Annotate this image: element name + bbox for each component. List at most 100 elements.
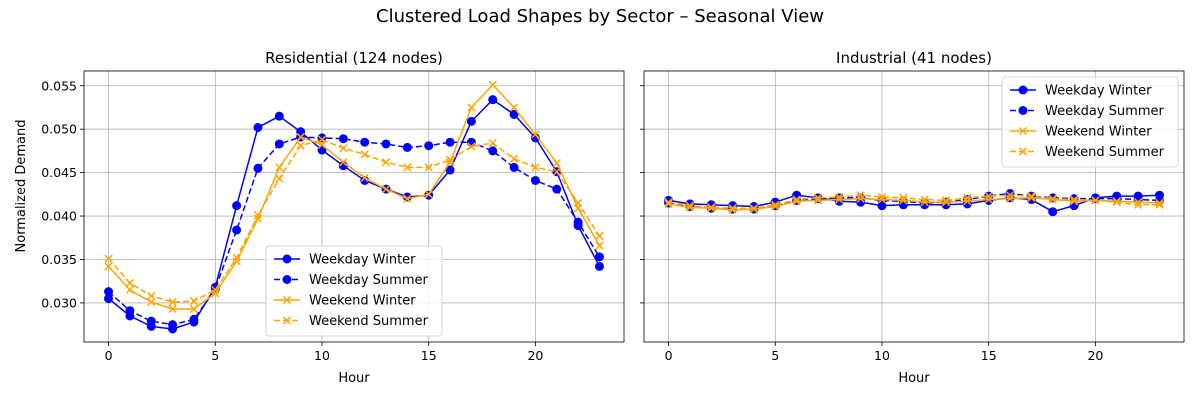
data-point xyxy=(1048,194,1057,203)
y-tick-label: 0.035 xyxy=(41,252,77,267)
legend-swatch-marker xyxy=(282,275,292,284)
data-point xyxy=(424,141,434,151)
data-point xyxy=(466,137,476,147)
data-point xyxy=(531,130,540,139)
data-point xyxy=(381,158,391,167)
data-point xyxy=(835,192,844,202)
data-point xyxy=(530,175,540,185)
y-tick-label: 0.045 xyxy=(41,165,77,180)
series-line xyxy=(668,194,1160,209)
data-point xyxy=(253,163,263,173)
data-point xyxy=(275,174,284,183)
data-point xyxy=(573,198,583,208)
data-point xyxy=(232,253,241,262)
data-point xyxy=(749,204,759,213)
data-point xyxy=(552,184,562,194)
x-tick-label: 20 xyxy=(527,348,543,363)
data-point xyxy=(488,138,497,148)
data-point xyxy=(920,195,929,204)
data-point xyxy=(728,204,737,213)
data-point xyxy=(168,320,178,330)
data-point xyxy=(147,291,156,301)
legend-swatch-marker xyxy=(1018,126,1028,136)
data-point xyxy=(488,95,498,105)
data-point xyxy=(664,199,673,209)
y-axis-title: Normalized Demand xyxy=(14,120,29,253)
data-point xyxy=(1091,196,1100,205)
data-point xyxy=(573,217,583,227)
series-line xyxy=(107,138,601,303)
figure-title: Clustered Load Shapes by Sector – Season… xyxy=(376,6,824,27)
data-point xyxy=(963,197,972,206)
data-point xyxy=(552,158,561,168)
data-point xyxy=(813,193,823,202)
data-point xyxy=(445,155,455,164)
legend-swatch-marker xyxy=(282,316,292,325)
data-point xyxy=(595,231,604,241)
data-point xyxy=(403,163,412,172)
data-point xyxy=(594,252,604,262)
data-point xyxy=(1048,207,1058,217)
data-point xyxy=(963,193,972,202)
data-point xyxy=(445,165,455,175)
panel-title: Residential (124 nodes) xyxy=(265,49,443,67)
data-point xyxy=(594,261,604,271)
data-point xyxy=(856,194,865,203)
data-point xyxy=(317,145,327,155)
data-point xyxy=(317,135,327,144)
legend: Weekday Winter Weekday Summer Weekend Wint… xyxy=(265,245,443,337)
data-point xyxy=(685,201,695,210)
x-axis-title: Hour xyxy=(898,371,930,386)
series-weekend-winter xyxy=(104,80,604,314)
plot-frame xyxy=(643,70,1185,343)
data-point xyxy=(296,141,305,150)
x-tick-label: 5 xyxy=(211,348,219,363)
data-point xyxy=(467,142,476,151)
y-tick-label: 0.050 xyxy=(41,122,77,137)
data-point xyxy=(402,142,412,152)
legend-label: Weekend Winter xyxy=(1045,125,1152,140)
legend-label: Weekday Summer xyxy=(1045,104,1164,119)
data-point xyxy=(189,304,199,314)
data-point xyxy=(275,163,284,172)
x-tick-label: 10 xyxy=(314,348,330,363)
legend-swatch-marker xyxy=(282,254,292,264)
data-point xyxy=(253,214,263,223)
x-tick-label: 15 xyxy=(981,348,997,363)
data-point xyxy=(189,314,199,324)
data-point xyxy=(962,195,972,205)
data-point xyxy=(877,192,887,202)
y-tick-label: 0.030 xyxy=(41,295,77,310)
data-point xyxy=(381,184,391,194)
data-point xyxy=(509,103,519,112)
x-tick-label: 20 xyxy=(1087,348,1103,363)
data-point xyxy=(104,262,113,271)
data-point xyxy=(104,254,113,263)
data-point xyxy=(771,200,780,209)
plot-frame xyxy=(83,70,625,343)
data-point xyxy=(856,191,865,200)
x-tick-label: 0 xyxy=(665,348,673,363)
data-point xyxy=(424,163,433,172)
y-tick-label: 0.055 xyxy=(41,78,77,93)
data-point xyxy=(1112,198,1121,207)
data-point xyxy=(467,103,476,112)
data-point xyxy=(168,297,177,307)
data-point xyxy=(792,195,801,204)
x-axis-title: Hour xyxy=(338,371,370,386)
data-point xyxy=(899,193,908,202)
data-point xyxy=(1027,191,1036,201)
data-point xyxy=(147,297,156,307)
data-point xyxy=(296,132,305,142)
legend-label: Weekday Winter xyxy=(1045,84,1152,99)
data-point xyxy=(146,316,156,326)
data-point xyxy=(232,257,241,266)
legend-box xyxy=(1001,76,1179,168)
data-point xyxy=(339,144,348,153)
data-point xyxy=(360,173,369,182)
panel-title: Industrial (41 nodes) xyxy=(836,49,992,67)
legend-swatch-marker xyxy=(1018,147,1028,156)
series-weekend-summer xyxy=(104,135,604,307)
data-point xyxy=(984,195,993,204)
legend-swatch-marker xyxy=(282,295,292,305)
